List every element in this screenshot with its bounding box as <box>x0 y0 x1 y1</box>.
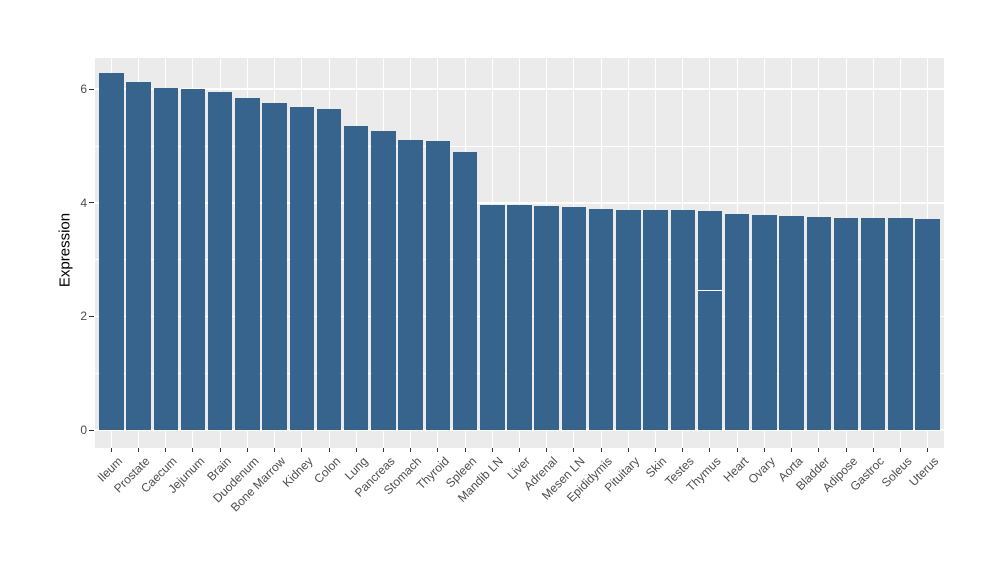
x-tick-label-heart: Heart <box>720 454 752 485</box>
x-tick-label-uterus: Uterus <box>906 454 942 489</box>
x-tick-mark-pancreas <box>382 448 384 452</box>
x-tick-mark-skin <box>655 448 657 452</box>
x-tick-mark-thyroid <box>437 448 439 452</box>
x-tick-label-kidney: Kidney <box>279 454 316 490</box>
bar-stomach <box>398 139 423 430</box>
x-tick-mark-aorta <box>791 448 793 452</box>
bar-prostate <box>126 81 151 430</box>
bar-thyroid <box>425 141 451 430</box>
x-tick-mark-adipose <box>845 448 847 452</box>
x-tick-mark-bone-marrow <box>274 448 276 452</box>
x-tick-mark-uterus <box>927 448 929 452</box>
bar-heart <box>724 213 750 430</box>
y-tick-mark-6 <box>89 88 94 90</box>
x-tick-mark-stomach <box>410 448 412 452</box>
gridline-y-minor-5 <box>95 145 944 147</box>
bar-aorta <box>779 215 804 430</box>
bar-soleus <box>888 218 913 430</box>
x-tick-mark-ovary <box>763 448 765 452</box>
x-tick-label-colon: Colon <box>310 454 343 487</box>
x-tick-mark-heart <box>736 448 738 452</box>
x-tick-mark-liver <box>519 448 520 452</box>
x-tick-mark-prostate <box>138 448 140 452</box>
bar-mandib-ln <box>480 205 505 430</box>
x-tick-mark-testes <box>682 448 684 452</box>
bar-brain <box>207 92 233 430</box>
y-tick-mark-2 <box>89 315 94 317</box>
x-tick-mark-bladder <box>818 448 820 452</box>
bar-jejunum <box>180 88 206 430</box>
gridline-y-major-4 <box>95 202 944 204</box>
x-tick-mark-thymus <box>709 448 711 452</box>
bar-bladder <box>806 217 832 430</box>
x-tick-mark-ileum <box>110 448 112 452</box>
x-tick-mark-brain <box>219 448 221 452</box>
bar-epididymis <box>588 209 614 430</box>
x-tick-mark-adrenal <box>546 448 548 452</box>
bar-bone-marrow <box>262 103 287 430</box>
bar-thymus <box>697 211 723 430</box>
x-tick-mark-mesen-ln <box>573 448 575 452</box>
bar-adipose <box>833 217 859 430</box>
plot-panel <box>95 58 944 448</box>
bar-ileum <box>99 73 124 430</box>
bar-gastroc <box>861 218 886 430</box>
x-tick-mark-spleen <box>464 448 466 452</box>
bar-segment-divider-thymus <box>697 289 723 292</box>
bar-pancreas <box>371 131 396 430</box>
bar-testes <box>670 210 695 430</box>
x-tick-mark-colon <box>328 448 330 452</box>
x-tick-mark-lung <box>355 448 357 452</box>
y-tick-label-6: 6 <box>80 82 87 97</box>
bar-ovary <box>752 214 777 430</box>
x-tick-mark-jejunum <box>192 448 194 452</box>
x-tick-mark-kidney <box>301 448 303 452</box>
x-tick-mark-pituitary <box>627 448 629 452</box>
bar-skin <box>643 210 668 430</box>
gridline-y-major-0 <box>95 429 944 431</box>
x-tick-mark-soleus <box>899 448 901 452</box>
bar-duodenum <box>235 98 260 430</box>
y-axis-title: Expression <box>56 212 74 288</box>
bar-pituitary <box>616 209 641 430</box>
y-tick-label-0: 0 <box>80 423 87 437</box>
x-tick-label-ovary: Ovary <box>745 454 779 487</box>
bar-caecum <box>153 88 178 430</box>
x-tick-label-soleus: Soleus <box>878 454 915 490</box>
bar-mesen-ln <box>561 206 587 430</box>
x-tick-mark-duodenum <box>246 448 248 452</box>
bar-adrenal <box>534 205 559 430</box>
x-tick-mark-caecum <box>165 448 167 452</box>
y-tick-label-4: 4 <box>80 195 87 210</box>
x-tick-mark-gastroc <box>872 448 874 452</box>
y-tick-label-2: 2 <box>80 309 87 324</box>
bar-spleen <box>452 151 478 430</box>
bar-kidney <box>289 106 315 430</box>
x-tick-mark-mandib-ln <box>491 448 493 452</box>
bar-liver <box>507 205 532 430</box>
bar-uterus <box>915 219 940 430</box>
gridline-y-major-6 <box>95 88 944 90</box>
y-tick-mark-4 <box>89 202 94 204</box>
y-tick-mark-0 <box>89 429 94 431</box>
bar-lung <box>343 125 369 430</box>
bar-colon <box>316 109 342 430</box>
x-tick-mark-epididymis <box>600 448 602 452</box>
